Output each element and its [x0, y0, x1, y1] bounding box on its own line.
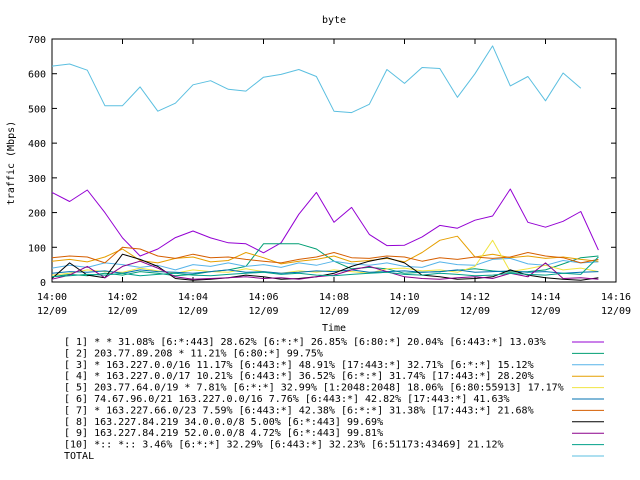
- plot-frame: [51, 38, 617, 283]
- y-tick-label: 600: [28, 70, 46, 81]
- y-tick-label: 700: [28, 35, 46, 46]
- legend-label: [10] *:: *:: 3.46% [6:*:*] 32.29% [6:443…: [64, 440, 504, 451]
- x-tick-time-label: 14:10: [389, 292, 419, 303]
- legend-label: [ 5] 203.77.64.0/19 * 7.81% [6:*:*] 32.9…: [64, 383, 564, 394]
- series-line-11: [51, 45, 582, 114]
- series-line-1: [51, 188, 599, 257]
- x-tick-date-label: 12/09: [601, 306, 631, 317]
- x-tick-date-label: 12/09: [107, 306, 137, 317]
- x-tick-date-label: 12/09: [37, 306, 67, 317]
- y-tick-label: 500: [28, 104, 46, 115]
- x-tick-date-label: 12/09: [460, 306, 490, 317]
- legend-label: [ 9] 163.227.84.219 52.0.0.0/8 4.72% [6:…: [64, 428, 383, 439]
- y-tick-label: 400: [28, 139, 46, 150]
- series-line-3: [51, 257, 599, 271]
- y-axis-label: traffic (Mbps): [6, 121, 17, 205]
- y-tick-label: 300: [28, 174, 46, 185]
- x-tick-time-label: 14:14: [530, 292, 560, 303]
- legend-label: TOTAL: [64, 451, 94, 462]
- series-line-7: [51, 246, 599, 264]
- x-tick-date-label: 12/09: [319, 306, 349, 317]
- legend-label: [ 6] 74.67.96.0/21 163.227.0.0/16 7.76% …: [64, 394, 510, 405]
- x-tick-time-label: 14:16: [601, 292, 631, 303]
- y-tick-label: 200: [28, 209, 46, 220]
- x-tick-time-label: 14:08: [319, 292, 349, 303]
- legend-label: [ 1] * * 31.08% [6:*:443] 28.62% [6:*:*]…: [64, 337, 546, 348]
- y-tick-label: 0: [40, 278, 46, 289]
- legend: [ 1] * * 31.08% [6:*:443] 28.62% [6:*:*]…: [64, 337, 604, 462]
- x-tick-date-label: 12/09: [178, 306, 208, 317]
- series-lines: [51, 45, 599, 281]
- x-tick-time-label: 14:12: [460, 292, 490, 303]
- x-tick-time-label: 14:06: [248, 292, 278, 303]
- legend-label: [ 8] 163.227.84.219 34.0.0.0/8 5.00% [6:…: [64, 417, 383, 428]
- x-tick-date-label: 12/09: [389, 306, 419, 317]
- chart-title: byte: [322, 15, 346, 26]
- x-axis-label: Time: [322, 323, 346, 334]
- series-line-10: [51, 256, 599, 278]
- y-ticks: 0 100 200 300 400 500 600 700: [28, 35, 616, 289]
- x-tick-time-label: 14:04: [178, 292, 208, 303]
- y-tick-label: 100: [28, 243, 46, 254]
- x-ticks: 14:00 12/09 14:02 12/09 14:04 12/09 14:06 12/09…: [37, 39, 631, 317]
- legend-label: [ 7] * 163.227.66.0/23 7.59% [6:443:*] 4…: [64, 405, 534, 416]
- x-tick-time-label: 14:00: [37, 292, 67, 303]
- legend-label: [ 4] * 163.227.0.0/17 10.21% [6:443:*] 3…: [64, 371, 534, 382]
- x-tick-time-label: 14:02: [107, 292, 137, 303]
- x-tick-date-label: 12/09: [530, 306, 560, 317]
- x-tick-date-label: 12/09: [248, 306, 278, 317]
- legend-label: [ 2] 203.77.89.208 * 11.21% [6:80:*] 99.…: [64, 348, 323, 359]
- legend-label: [ 3] * 163.227.0.0/16 11.17% [6:443:*] 4…: [64, 360, 534, 371]
